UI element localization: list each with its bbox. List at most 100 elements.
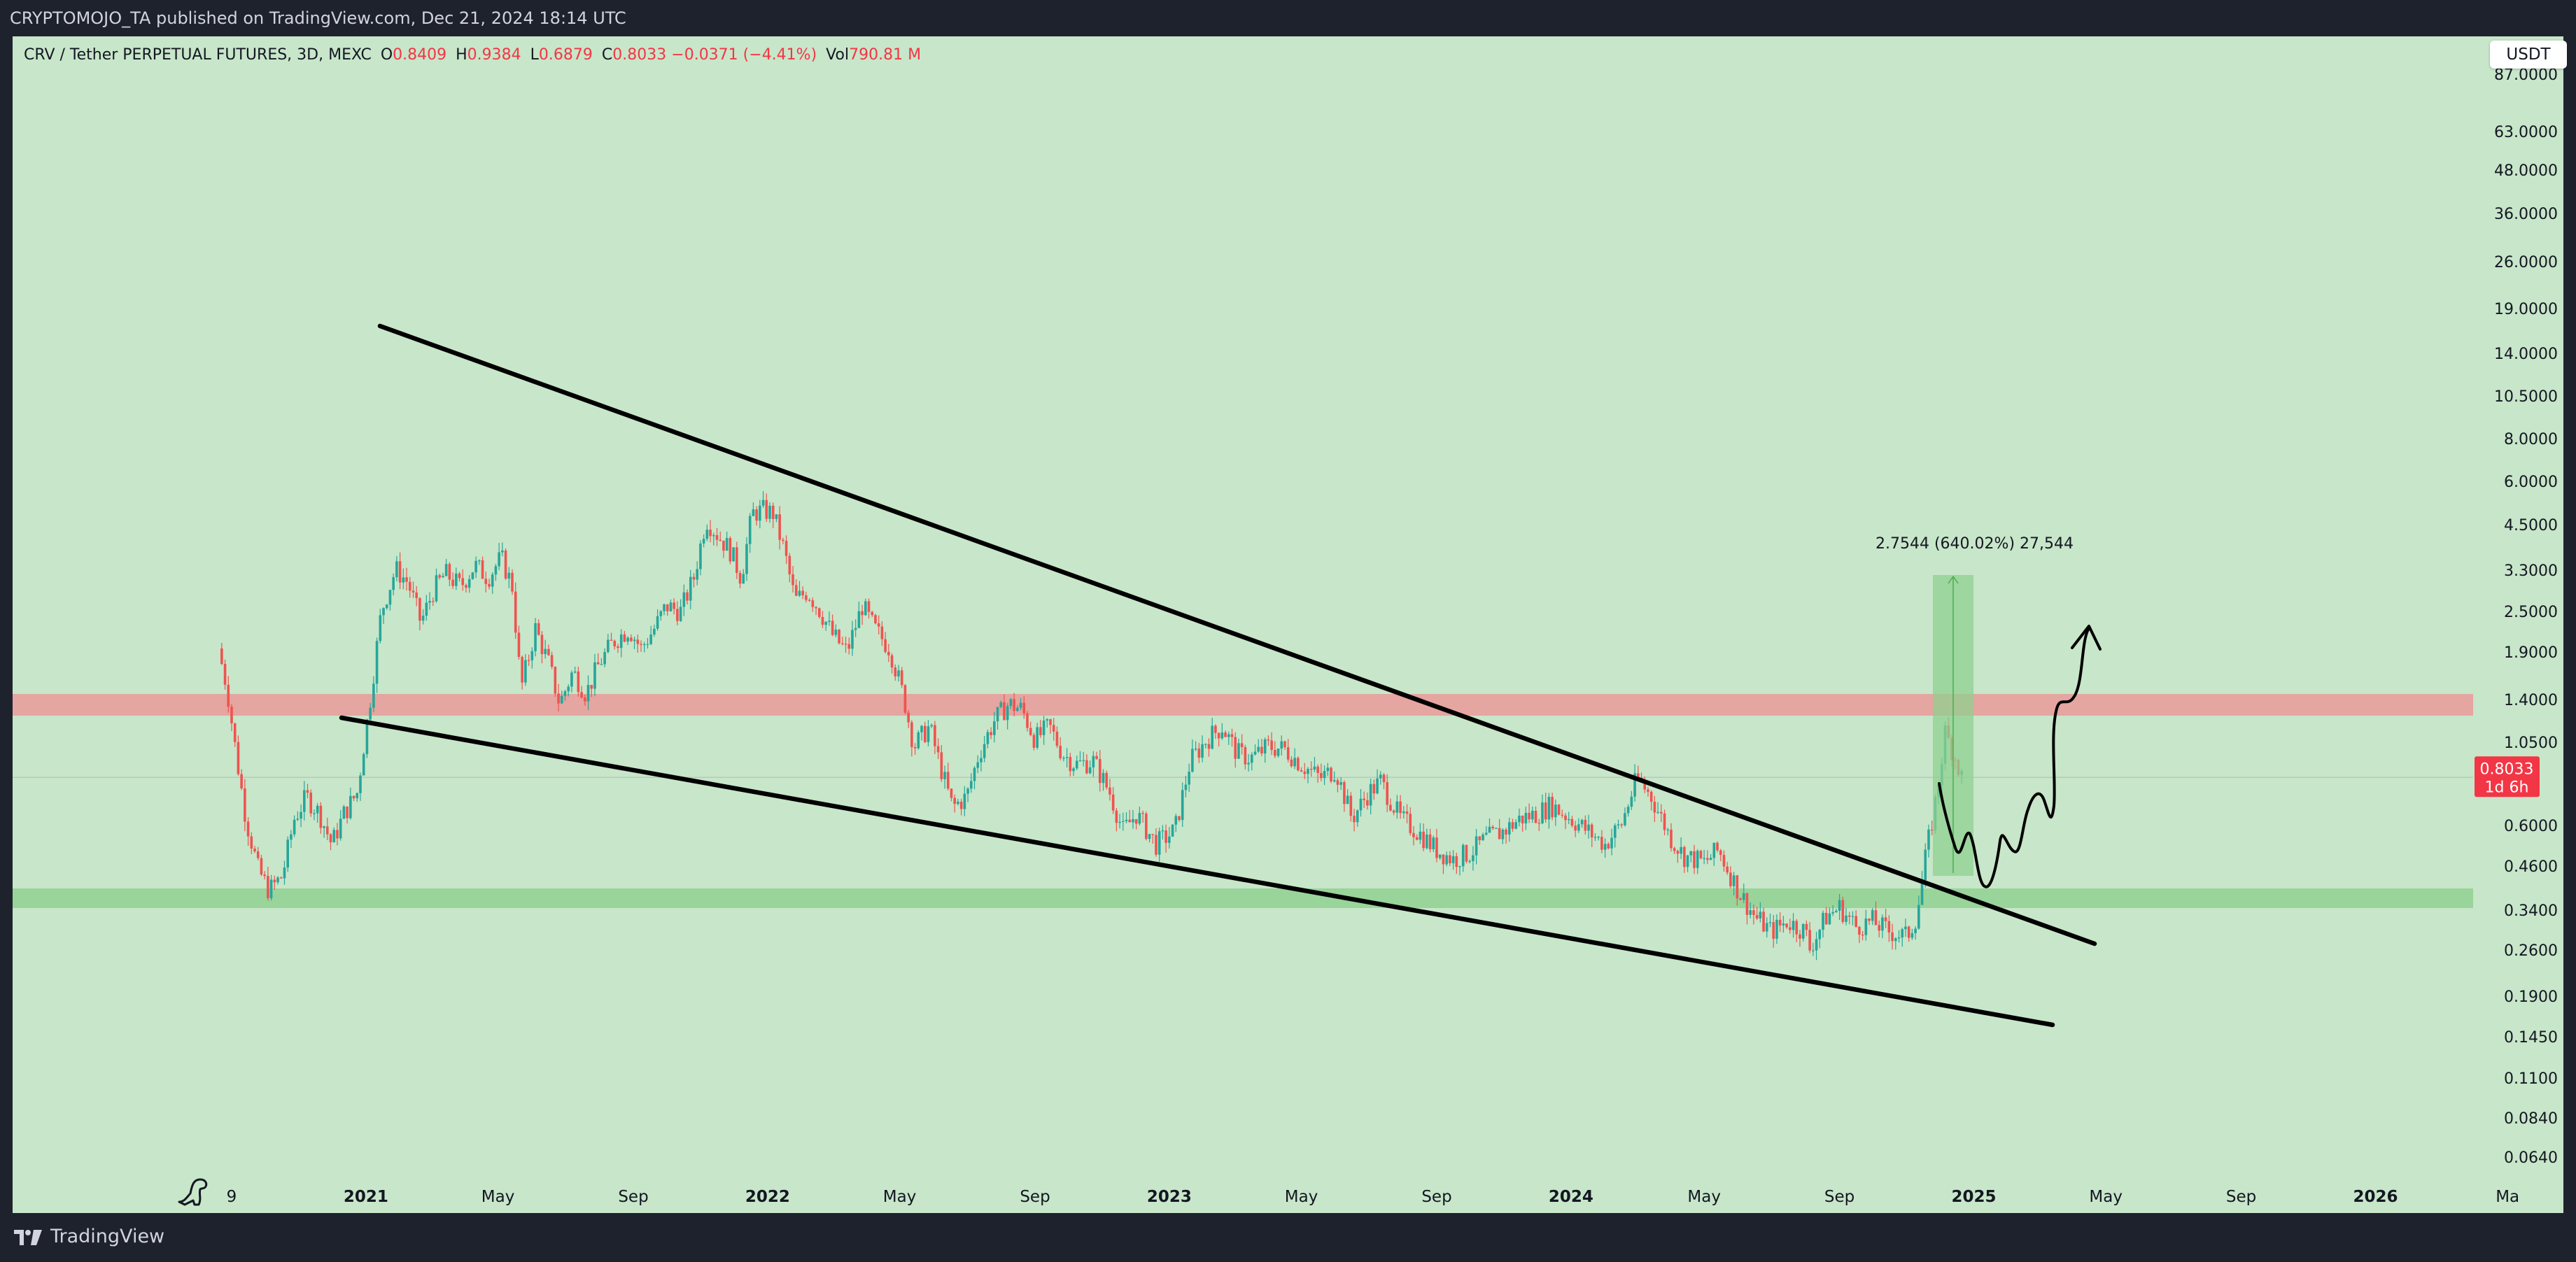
x-tick-label: Sep <box>1421 1188 1451 1206</box>
candle <box>1234 732 1237 768</box>
dino-icon[interactable] <box>178 1178 208 1206</box>
candle <box>593 653 596 697</box>
candle <box>963 786 966 816</box>
candle <box>584 694 586 706</box>
candle-body <box>1633 773 1636 797</box>
candle-body <box>1924 849 1927 881</box>
symbol-title[interactable]: CRV / Tether PERPETUAL FUTURES, 3D, MEXC <box>24 46 372 64</box>
candle <box>1600 830 1603 853</box>
candle-body <box>1491 826 1495 829</box>
candle-body <box>1244 747 1247 765</box>
candle-body <box>973 767 976 781</box>
candle <box>1323 765 1326 786</box>
candle <box>1148 834 1151 843</box>
candle-body <box>880 626 884 639</box>
candle-body <box>689 576 692 601</box>
candle-body <box>1247 763 1250 765</box>
candle <box>1630 790 1633 810</box>
candle <box>649 625 652 646</box>
candle-body <box>1749 910 1752 915</box>
candle <box>1230 728 1234 747</box>
candle-body <box>1557 804 1561 815</box>
y-tick-label: 2.5000 <box>2504 604 2558 621</box>
candle <box>828 611 831 626</box>
candle-body <box>1392 810 1395 813</box>
candle-body <box>375 641 379 684</box>
candle-body <box>920 725 923 732</box>
candle-body <box>1683 846 1686 867</box>
candle-body <box>1775 919 1778 939</box>
candle-body <box>1122 821 1125 822</box>
candle <box>1772 914 1775 948</box>
candle-body <box>293 819 296 835</box>
candle-body <box>1580 820 1584 825</box>
candle <box>1729 866 1732 889</box>
candle-body <box>1716 842 1719 851</box>
candle <box>1874 901 1878 926</box>
close-value: 0.8033 <box>612 46 667 64</box>
candle <box>1593 833 1597 842</box>
candle <box>1171 824 1174 837</box>
candle <box>521 655 523 690</box>
candle <box>1812 942 1815 956</box>
candle-body <box>1835 910 1838 912</box>
candle <box>1736 874 1739 906</box>
candle-body <box>382 608 385 616</box>
tradingview-brand[interactable]: TradingView <box>13 1226 164 1247</box>
candle-body <box>1686 855 1689 867</box>
change-value: −0.0371 (−4.41%) <box>671 46 817 64</box>
candle-body <box>1092 756 1095 767</box>
candle-body <box>1356 810 1359 823</box>
candle-body <box>884 639 887 652</box>
candle <box>966 787 969 802</box>
candle <box>1184 776 1188 797</box>
candle-body <box>369 707 372 720</box>
candle <box>223 659 227 690</box>
candle <box>1363 791 1366 809</box>
candle-body <box>1693 851 1696 868</box>
candle <box>1240 734 1244 755</box>
candle-body <box>1095 756 1098 760</box>
candle <box>256 846 260 860</box>
candle <box>1227 731 1230 746</box>
candle-body <box>851 630 854 649</box>
candle <box>619 629 623 658</box>
candle <box>1716 841 1719 853</box>
candle <box>1332 771 1336 783</box>
chart-frame[interactable]: 2.7544 (640.02%) 27,544 87.0000 63.0000 48… <box>13 36 2567 1213</box>
candle <box>1197 742 1201 763</box>
candle <box>1868 918 1871 925</box>
candle <box>313 809 316 821</box>
candle <box>1115 807 1118 832</box>
candle-body <box>1359 798 1363 811</box>
candle-body <box>1115 810 1118 823</box>
measure-label: 2.7544 (640.02%) 27,544 <box>1875 535 2074 553</box>
candle <box>1426 828 1428 850</box>
candle <box>1356 809 1359 827</box>
candle <box>524 653 527 686</box>
candle-body <box>1901 929 1904 938</box>
candle-body <box>1105 772 1108 788</box>
candle-body <box>943 772 946 779</box>
chart-canvas[interactable]: 2.7544 (640.02%) 27,544 87.0000 63.0000 48… <box>13 36 2563 1213</box>
candle-body <box>1719 850 1722 856</box>
x-tick-label: Ma <box>2496 1188 2519 1206</box>
candle-body <box>586 685 590 702</box>
currency-button[interactable]: USDT <box>2490 41 2567 69</box>
candle-body <box>649 634 652 644</box>
candle-body <box>467 579 471 588</box>
candle <box>1824 907 1828 925</box>
candle <box>1415 834 1419 841</box>
candle <box>1042 716 1046 745</box>
candle <box>233 723 237 747</box>
candle-body <box>1078 760 1082 762</box>
candle-body <box>1465 844 1468 862</box>
candle <box>1336 778 1339 793</box>
candle-body <box>748 516 752 544</box>
candle <box>636 634 640 653</box>
candle <box>1584 815 1587 835</box>
candle-body <box>1472 855 1474 861</box>
candle <box>356 792 359 802</box>
candle <box>1782 916 1785 933</box>
